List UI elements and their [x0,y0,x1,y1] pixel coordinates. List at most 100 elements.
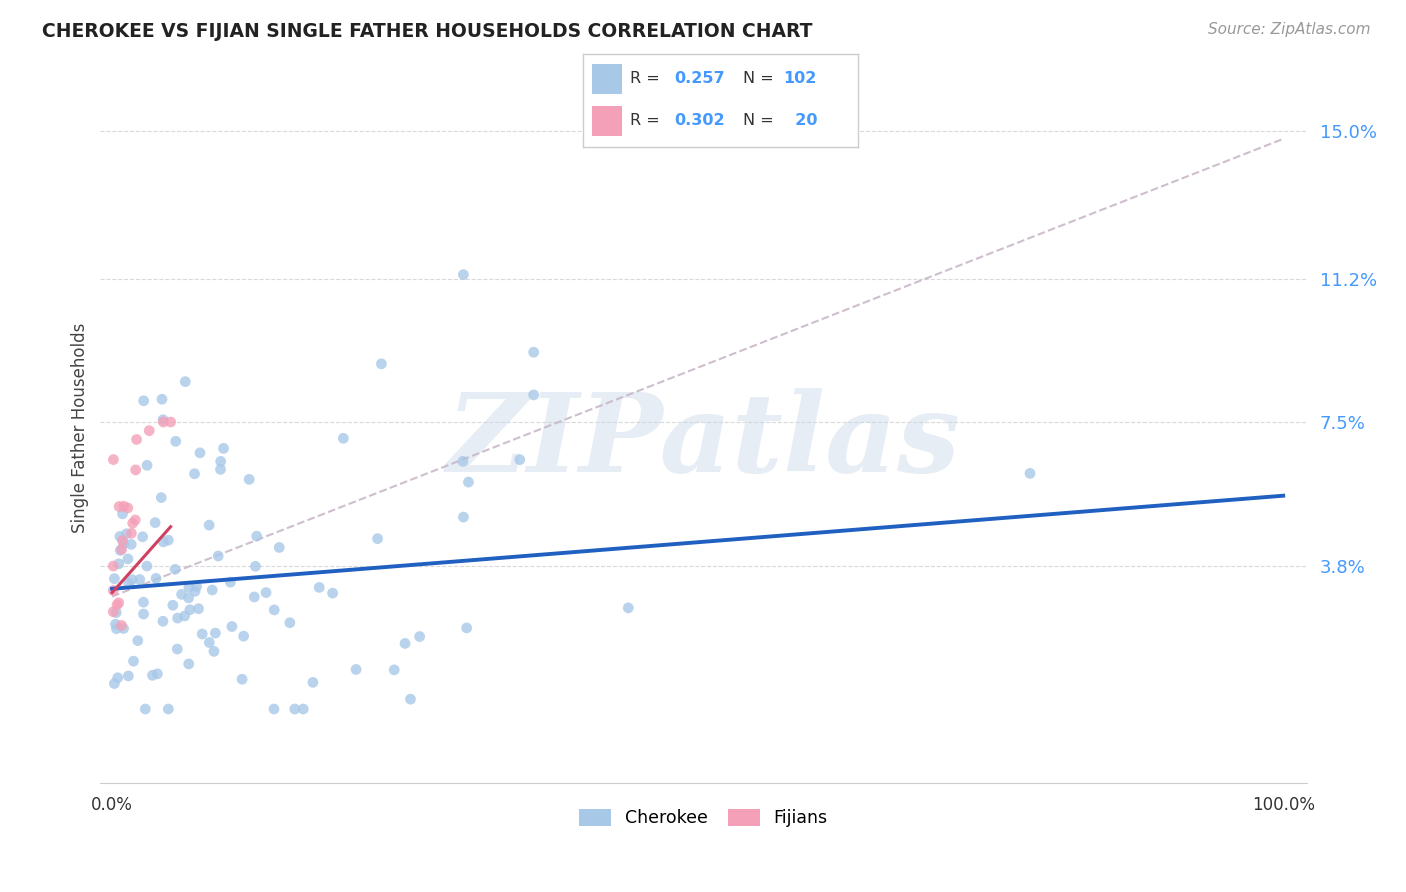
Point [103,605,125,619]
Point [111,542,134,557]
Text: Source: ZipAtlas.com: Source: ZipAtlas.com [1208,22,1371,37]
Point [177,580,200,594]
Point [103,676,125,690]
Point [183,467,205,481]
Point [332,431,354,445]
Point [408,630,430,644]
Point [104,617,127,632]
Point [166,642,188,657]
Point [103,452,125,467]
Point [110,543,132,558]
Point [394,636,416,650]
Point [105,622,128,636]
Point [165,562,187,576]
Point [128,573,150,587]
Point [188,446,211,460]
Text: 102: 102 [783,71,817,87]
Point [105,606,128,620]
Point [231,672,253,686]
Point [523,388,546,402]
Point [191,627,214,641]
Point [165,434,187,449]
Bar [592,106,621,136]
Point [132,607,155,621]
Point [121,573,143,587]
Text: 0.257: 0.257 [673,71,724,87]
Point [263,702,285,716]
Point [201,582,224,597]
Point [152,534,174,549]
Point [124,513,146,527]
Point [145,571,167,585]
Point [308,581,330,595]
Point [198,635,221,649]
Point [103,559,125,574]
Point [107,671,129,685]
Point [157,702,180,716]
Point [382,663,405,677]
Point [302,675,325,690]
Point [138,424,160,438]
Point [399,692,422,706]
Point [212,442,235,456]
Point [152,415,174,429]
Point [246,529,269,543]
Point [124,463,146,477]
Point [509,452,531,467]
Point [292,702,315,716]
Point [112,537,135,551]
Point [146,666,169,681]
Point [523,345,546,359]
Legend: Cherokee, Fijians: Cherokee, Fijians [572,802,835,834]
Point [120,526,142,541]
Point [115,526,138,541]
Point [184,584,207,599]
Point [202,644,225,658]
Point [107,596,129,610]
Point [232,629,254,643]
Point [166,611,188,625]
Point [344,663,367,677]
Point [204,626,226,640]
Point [263,603,285,617]
Point [134,702,156,716]
Point [152,614,174,628]
Point [284,702,307,716]
Point [108,529,131,543]
Point [125,433,148,447]
Point [110,618,132,632]
Point [118,576,141,591]
Point [112,500,135,514]
Point [150,392,173,407]
Point [131,530,153,544]
Text: R =: R = [630,113,665,128]
Point [207,549,229,563]
Point [127,633,149,648]
Point [198,518,221,533]
Point [617,600,640,615]
Point [162,599,184,613]
Point [141,668,163,682]
Point [457,475,479,489]
Point [122,654,145,668]
Point [150,491,173,505]
Point [117,669,139,683]
Point [453,268,475,282]
Point [174,375,197,389]
Point [278,615,301,630]
Point [219,575,242,590]
Point [370,357,392,371]
Point [243,590,266,604]
Point [132,595,155,609]
Point [322,586,344,600]
Point [221,619,243,633]
Point [453,510,475,524]
Point [186,580,208,594]
Point [111,507,134,521]
Point [108,500,131,514]
Point [187,601,209,615]
Bar [592,64,621,94]
Point [103,572,125,586]
Point [117,552,139,566]
Text: N =: N = [742,113,779,128]
